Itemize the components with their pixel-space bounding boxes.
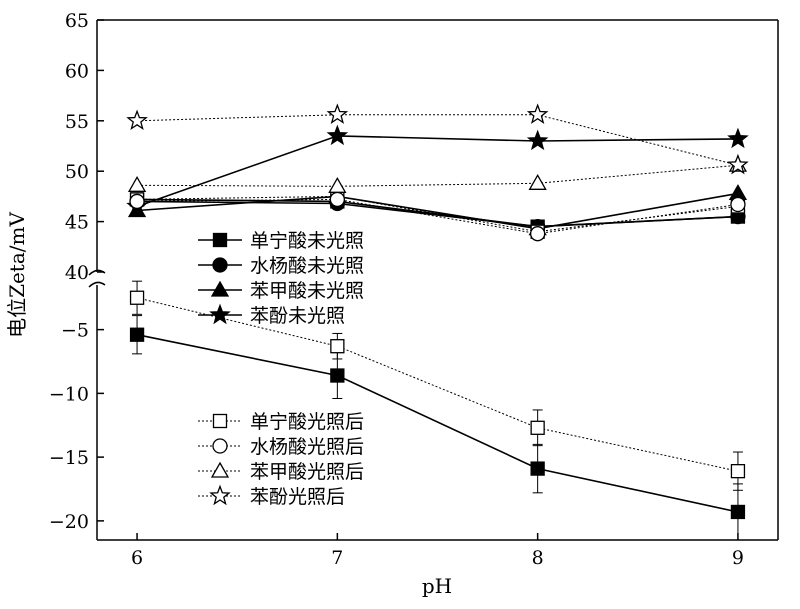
- data-point: [727, 127, 749, 149]
- data-point: [530, 461, 545, 476]
- legend-label: 苯甲酸光照后: [250, 461, 364, 483]
- data-point: [528, 173, 547, 190]
- series-upper-6: [127, 155, 748, 193]
- y-tick-label: 60: [65, 60, 89, 82]
- series-line: [136, 135, 738, 208]
- data-point: [530, 420, 545, 435]
- y-tick-label: −5: [61, 320, 89, 342]
- series-lower-0: [129, 315, 746, 541]
- data-point: [526, 129, 549, 151]
- legend-marker: [212, 257, 228, 273]
- legend-label: 单宁酸未光照: [250, 230, 364, 252]
- data-point: [129, 327, 145, 342]
- data-point: [326, 103, 349, 124]
- legend-marker: [209, 484, 231, 506]
- data-point: [129, 290, 145, 305]
- data-point: [730, 504, 746, 520]
- series-upper-7: [126, 103, 749, 175]
- legend-label: 单宁酸光照后: [250, 411, 364, 433]
- data-point: [730, 196, 746, 213]
- x-tick-label: 8: [532, 547, 544, 569]
- legend-marker: [212, 413, 228, 429]
- data-point: [730, 463, 746, 479]
- axis-break-mark: [88, 281, 106, 288]
- data-point: [326, 124, 349, 146]
- series-line: [137, 114, 739, 166]
- data-point: [126, 109, 148, 130]
- y-tick-label: 55: [65, 111, 89, 133]
- y-tick-label: −10: [49, 383, 89, 405]
- legend-marker: [210, 280, 230, 297]
- legend-label: 苯甲酸未光照: [250, 280, 364, 302]
- data-point: [330, 339, 345, 354]
- y-tick-label: −15: [49, 447, 89, 469]
- data-point: [330, 368, 345, 383]
- data-point: [129, 193, 145, 210]
- data-point: [329, 191, 346, 208]
- series-upper-5: [129, 191, 746, 242]
- series-line: [136, 333, 739, 513]
- data-point: [529, 226, 546, 242]
- series-lower-1: [129, 280, 746, 491]
- data-point: [328, 177, 347, 193]
- series-line: [136, 297, 739, 472]
- legend-marker: [209, 303, 231, 325]
- series-upper-2: [127, 184, 748, 236]
- legend-label: 水杨酸光照后: [250, 436, 364, 458]
- legend-label: 水杨酸未光照: [250, 255, 364, 277]
- x-axis-title: pH: [422, 574, 452, 598]
- series-line: [137, 192, 739, 230]
- y-tick-label: 50: [65, 161, 89, 183]
- series-line: [137, 200, 738, 228]
- y-tick-label: 40: [65, 262, 89, 284]
- x-tick-label: 7: [331, 547, 343, 569]
- data-point: [127, 176, 147, 192]
- legend-label: 苯酚光照后: [250, 486, 345, 508]
- legend-marker: [210, 461, 230, 478]
- legend-marker: [212, 232, 228, 248]
- data-point: [727, 153, 749, 175]
- series-line: [137, 164, 738, 187]
- y-tick-label: −20: [49, 511, 89, 533]
- x-tick-label: 6: [131, 547, 143, 569]
- y-tick-label: 65: [65, 10, 89, 32]
- x-tick-label: 9: [732, 547, 744, 569]
- y-tick-label: 45: [65, 212, 89, 234]
- legend-marker: [212, 438, 228, 454]
- data-point: [526, 103, 549, 124]
- legend-label: 苯酚未光照: [250, 305, 345, 327]
- series-upper-4: [129, 189, 746, 239]
- series-upper-3: [126, 124, 749, 216]
- y-axis-title: 电位Zeta/mV: [5, 212, 29, 338]
- series-line: [137, 198, 738, 235]
